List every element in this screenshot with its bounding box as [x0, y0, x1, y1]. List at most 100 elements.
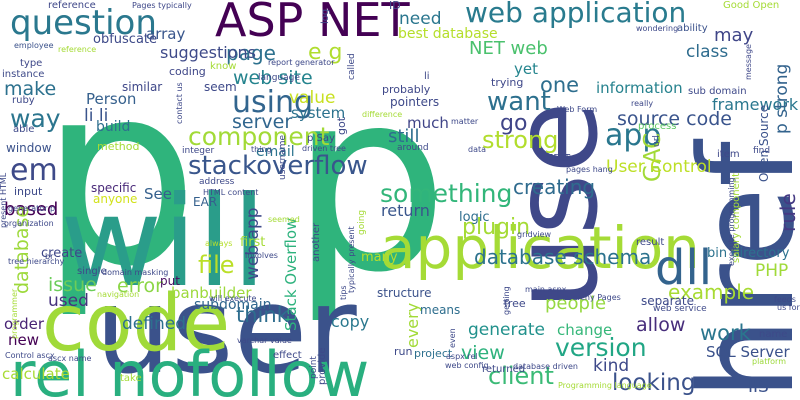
word-kind: kind — [593, 356, 629, 376]
word-client: client — [488, 362, 554, 390]
word-server: server — [232, 111, 292, 133]
word-effect: effect — [273, 350, 302, 361]
word-got: got — [335, 116, 348, 135]
word-probably: probably — [382, 83, 431, 96]
word-username: username — [278, 135, 288, 180]
word-rel-nofollow: rel nofollow — [10, 338, 369, 400]
word-p: p — [290, 36, 449, 327]
word-web-app: web app — [243, 207, 263, 280]
word-anyone: anyone — [93, 192, 137, 206]
word-going: going — [357, 210, 367, 235]
word-item: item — [717, 149, 740, 160]
word-need: need — [399, 9, 441, 29]
word-hierarchy-pages: hierarchy Pages — [557, 293, 621, 302]
word-employee: employee — [14, 41, 54, 50]
word-result: result — [636, 237, 664, 248]
word-coding: coding — [169, 65, 206, 78]
word-varchar-value: varchar value — [237, 336, 292, 345]
word-execute-programming: execute programming — [727, 177, 736, 266]
word-using: using — [232, 85, 313, 120]
word-li: li — [424, 71, 430, 82]
word-programming-language: Programming language — [558, 381, 652, 390]
word-banbuilder: banbuilder — [171, 284, 252, 302]
word-framework: framework — [712, 95, 799, 114]
word-yet: yet — [514, 60, 538, 78]
word-component: component — [188, 122, 330, 151]
word-ruby: ruby — [12, 95, 35, 106]
word-error: error — [117, 275, 163, 297]
word-creating: creating — [513, 175, 595, 199]
word-change: change — [557, 321, 612, 339]
word-go: go — [500, 111, 527, 136]
word-system: system — [291, 104, 345, 122]
word-generate: generate — [468, 320, 545, 340]
word-reference: reference — [58, 45, 96, 54]
word-href: href — [671, 138, 800, 400]
word-something: something — [380, 179, 512, 208]
word-way: way — [10, 104, 61, 133]
word-use: use — [486, 101, 624, 310]
word-issue: issue — [48, 274, 97, 296]
word-first: first — [240, 235, 265, 250]
word-domain-masking: domain masking — [102, 268, 168, 277]
word-html-content: HTML content — [203, 188, 258, 197]
word-return: return — [381, 201, 430, 220]
word-present-html: present HTML — [0, 172, 8, 228]
word-user-control: User Control — [606, 157, 712, 177]
word-specific: specific — [91, 181, 136, 195]
word-sql-server: SQL Server — [706, 343, 790, 361]
word-build: build — [96, 119, 130, 135]
word-salary-component: salary component — [731, 173, 742, 263]
word-ascx-name: ascx name — [48, 354, 92, 363]
word-project: project — [414, 347, 453, 360]
word-used: used — [48, 291, 89, 311]
word-really: really — [631, 99, 653, 108]
word-data: data — [468, 145, 486, 154]
word-defined: defined — [122, 314, 186, 334]
word-create: create — [41, 246, 82, 261]
word-pages-hang: pages hang — [566, 165, 613, 174]
word-another: another — [311, 222, 322, 262]
word-email: email — [256, 144, 295, 160]
word-p-say: p Say — [307, 133, 335, 144]
word-generator-p: generator p — [8, 204, 55, 213]
word-page: page — [226, 41, 276, 65]
word-seem: seem — [204, 80, 237, 94]
word-database-driven: database driven — [513, 362, 578, 371]
word-stackoverflow: stackoverflow — [188, 151, 368, 181]
word-file: file — [198, 251, 235, 279]
word-people: people — [545, 293, 606, 314]
word-around: around — [397, 143, 429, 153]
word-window: window — [6, 141, 52, 155]
word-wondering: wondering — [636, 24, 678, 33]
word-edit: EDIT — [547, 153, 571, 164]
word-name: name — [759, 329, 787, 340]
word-pointers: pointers — [390, 95, 439, 109]
word-app: app — [605, 118, 661, 153]
word-address: address — [199, 177, 235, 187]
word-user: user — [95, 262, 357, 400]
word-getting: getting — [502, 286, 511, 315]
word-class: class — [686, 42, 728, 62]
word-method: method — [97, 140, 139, 153]
word-think: think — [236, 303, 290, 327]
word-copy: copy — [331, 312, 369, 331]
word-take: take — [120, 373, 142, 384]
word-much: much — [407, 114, 449, 132]
word-contact-us: contact us — [175, 82, 184, 124]
word-p: p — [40, 30, 199, 321]
word-suggestions: suggestions — [160, 43, 256, 62]
word-language: language — [258, 73, 300, 83]
word-order: order — [4, 315, 45, 333]
word-many: many — [361, 250, 398, 265]
word-best-database: best database — [398, 26, 498, 42]
word-url: url — [652, 135, 662, 147]
word-gac: GAC — [640, 133, 666, 182]
word-question: question — [10, 3, 157, 43]
word-obfuscate: obfuscate — [93, 32, 157, 47]
word-similar: similar — [122, 80, 162, 94]
word-provide: provide — [317, 347, 328, 385]
word-us-form: us form — [777, 303, 800, 312]
word-message: message — [744, 44, 753, 80]
